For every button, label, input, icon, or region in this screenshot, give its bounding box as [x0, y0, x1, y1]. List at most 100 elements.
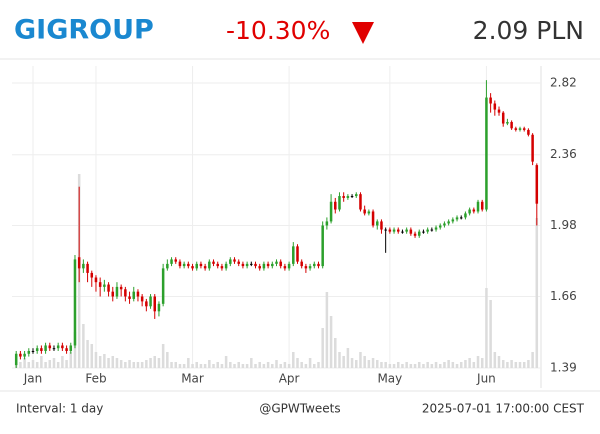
x-tick-label: Jun — [476, 372, 496, 386]
candle-body — [31, 350, 35, 352]
candle-body — [392, 229, 396, 232]
x-tick-label: Feb — [85, 372, 106, 386]
volume-bar — [220, 364, 224, 368]
candle-body — [266, 263, 270, 267]
volume-bar — [342, 356, 345, 368]
candle-body — [14, 353, 18, 366]
volume-bar — [468, 358, 471, 368]
volume-bar — [413, 364, 417, 368]
candle-body — [489, 97, 492, 104]
candle-body — [229, 259, 232, 264]
volume-bar — [384, 362, 387, 368]
volume-bar — [216, 362, 219, 368]
candle-body — [40, 348, 43, 351]
candle-body — [493, 103, 497, 110]
candle-body — [199, 263, 203, 267]
candle-body — [44, 345, 47, 351]
volume-bar — [396, 362, 400, 368]
volume-bar — [208, 360, 211, 368]
y-tick-label: 2.82 — [550, 76, 577, 90]
x-tick-label: May — [377, 372, 402, 386]
volume-bar — [472, 362, 476, 368]
volume-bar — [229, 362, 232, 368]
source: @GPWTweets — [259, 402, 340, 416]
candle-body — [304, 266, 308, 269]
candle-body — [115, 286, 119, 297]
volume-bar — [275, 360, 278, 368]
volume-bar — [157, 358, 161, 368]
volume-bar — [170, 362, 173, 368]
candle-body — [334, 201, 337, 210]
price: 2.09 PLN — [473, 16, 584, 45]
candle-body — [426, 229, 429, 232]
volume-bar — [493, 352, 497, 368]
candle-body — [203, 266, 207, 269]
volume-bar — [317, 362, 320, 368]
candle-body — [438, 225, 442, 228]
candle-body — [107, 284, 110, 292]
volume-bar — [107, 358, 110, 368]
candle-body — [447, 221, 450, 224]
candle-body — [153, 296, 157, 312]
candle-body — [355, 194, 358, 197]
candle-body — [522, 128, 526, 130]
candle-body — [350, 196, 354, 198]
volume-bar — [262, 364, 266, 368]
candle-body — [191, 266, 194, 269]
x-tick-label: Mar — [181, 372, 204, 386]
candle-body — [86, 263, 89, 273]
candle-body — [459, 217, 463, 219]
candle-body — [527, 129, 530, 135]
volume-bar — [308, 358, 312, 368]
candle-body — [19, 353, 22, 357]
volume-bar — [438, 364, 442, 368]
candle-body — [23, 353, 26, 357]
y-tick-label: 1.98 — [550, 218, 577, 232]
volume-bar — [367, 360, 371, 368]
volume-bar — [346, 348, 350, 368]
candle-body — [262, 263, 266, 269]
volume-bar — [161, 344, 165, 368]
candle-body — [464, 213, 467, 218]
volume-bar — [182, 364, 186, 368]
candle-body — [518, 128, 522, 130]
candle-body — [69, 345, 73, 351]
candle-body — [535, 165, 539, 204]
timestamp: 2025-07-01 17:00:00 CEST — [422, 402, 585, 416]
candle-body — [224, 263, 228, 269]
candle-body — [317, 263, 320, 267]
volume-bar — [145, 360, 148, 368]
volume-bar — [405, 362, 408, 368]
candle-body — [413, 233, 417, 236]
volume-bar — [44, 362, 47, 368]
candle-body — [245, 263, 249, 267]
candle-body — [237, 261, 240, 264]
candle-body — [65, 348, 68, 351]
candle-body — [157, 303, 161, 312]
volume-bar — [56, 362, 60, 368]
candle-body — [510, 121, 513, 129]
volume-bar — [497, 356, 501, 368]
candle-body — [82, 263, 85, 269]
candle-body — [98, 282, 102, 287]
volume-bar — [237, 362, 240, 368]
volume-bar — [166, 352, 169, 368]
volume-bar — [19, 362, 22, 368]
candle-body — [48, 345, 52, 349]
candle-body — [388, 229, 392, 232]
volume-bar — [233, 364, 236, 368]
change: -10.30% — [226, 16, 330, 45]
volume-bar — [195, 362, 198, 368]
candle-body — [476, 201, 480, 212]
volume-bar — [35, 362, 39, 368]
candle-body — [170, 259, 173, 264]
candle-body — [287, 263, 291, 269]
candle-body — [271, 263, 274, 267]
volume-bar — [132, 362, 136, 368]
candle-body — [283, 266, 287, 269]
candle-body — [275, 261, 278, 264]
volume-bar — [296, 358, 299, 368]
candle-body — [292, 246, 295, 264]
interval: Interval: 1 day — [16, 402, 103, 416]
